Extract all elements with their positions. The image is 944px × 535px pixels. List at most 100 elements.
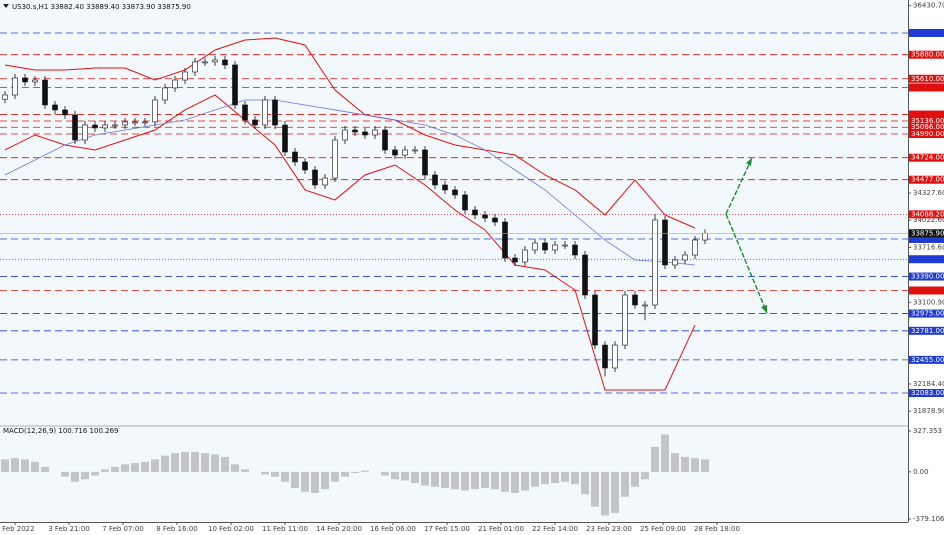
macd-tick-label: -379.106 — [913, 515, 944, 523]
level-label-box — [909, 309, 944, 318]
candle-body — [132, 121, 138, 124]
candle-body — [282, 124, 288, 153]
y-tick-label: 33716.60 — [913, 243, 944, 251]
level-label: 33390.00 — [911, 273, 944, 281]
candle-body — [32, 79, 38, 83]
level-label: 34990.00 — [911, 130, 944, 138]
x-tick-label: 14 Feb 20:00 — [316, 525, 362, 533]
level-label: 34724.00 — [911, 154, 944, 162]
candle-body — [502, 221, 508, 259]
up-arrow — [725, 157, 753, 215]
x-tick-label: 10 Feb 02:00 — [208, 525, 254, 533]
y-tick-label: 34327.60 — [913, 189, 944, 197]
candle-body — [572, 244, 578, 256]
candle-body — [272, 99, 278, 126]
level-label-box — [909, 355, 944, 364]
candle-body — [152, 99, 158, 123]
candle-body — [202, 61, 208, 64]
up-arrowhead — [746, 158, 752, 166]
candle-body — [522, 249, 528, 263]
candle-body — [452, 189, 458, 196]
level-label: 35610.00 — [911, 75, 944, 83]
level-label-box — [909, 326, 944, 335]
candle-body — [632, 294, 638, 306]
candle-body — [82, 124, 88, 141]
candle-body — [382, 129, 388, 151]
x-tick-label: 25 Feb 09:00 — [640, 525, 686, 533]
candle-body — [192, 61, 198, 73]
x-tick-label: 16 Feb 06:00 — [370, 525, 416, 533]
candle-body — [252, 119, 258, 126]
level-label-box — [909, 110, 944, 119]
candle-body — [302, 161, 308, 171]
level-label-box — [909, 50, 944, 59]
macd-tick-label: 327.353 — [913, 427, 942, 435]
candle-body — [602, 344, 608, 369]
candle-body — [62, 109, 68, 116]
candle-body — [162, 87, 168, 101]
level-label-box — [909, 28, 944, 37]
candle-body — [232, 64, 238, 106]
y-tick-label: 31878.90 — [913, 407, 944, 415]
candle-body — [592, 294, 598, 346]
candle-body — [352, 129, 358, 133]
down-arrowhead — [761, 305, 767, 313]
down-arrow — [725, 213, 768, 314]
level-label: 35066.00 — [911, 123, 944, 131]
candle-body — [422, 149, 428, 176]
candle-body — [182, 71, 188, 81]
level-label-box — [909, 74, 944, 83]
level-label: 32975.00 — [911, 310, 944, 318]
candle-body — [222, 59, 228, 66]
main-panel — [0, 0, 908, 425]
level-label: 34088.20 — [911, 210, 944, 218]
candle-body — [292, 151, 298, 163]
x-tick-label: 8 Feb 16:00 — [156, 525, 197, 533]
last-price-label: 33875.90 — [911, 229, 944, 237]
candle-body — [552, 244, 558, 251]
chart-title: US30.s,H1 33882.40 33889.40 33873.90 338… — [12, 3, 191, 11]
candle-body — [482, 214, 488, 219]
candle-body — [262, 99, 268, 126]
level-label-box — [909, 123, 944, 132]
level-label-box — [909, 286, 944, 295]
candle-body — [242, 104, 248, 121]
x-tick-label: 28 Feb 18:00 — [694, 525, 740, 533]
level-label-box — [909, 210, 944, 219]
candle-body — [92, 124, 98, 129]
level-label-box — [909, 255, 944, 264]
x-tick-label: 23 Feb 23:00 — [586, 525, 632, 533]
level-label-box — [909, 130, 944, 139]
candle-body — [312, 169, 318, 186]
candle-body — [652, 219, 658, 306]
level-label: 34477.00 — [911, 176, 944, 184]
level-label-box — [909, 175, 944, 184]
candle-body — [412, 149, 418, 152]
candle-body — [122, 121, 128, 126]
y-tick-label: 34022.60 — [913, 216, 944, 224]
level-label: 32083.00 — [911, 389, 944, 397]
candle-body — [52, 104, 58, 111]
candle-body — [682, 254, 688, 261]
candle-body — [442, 184, 448, 191]
candle-body — [492, 217, 498, 223]
y-tick-label: 32184.40 — [913, 380, 944, 388]
candle-body — [542, 242, 548, 251]
moving-average — [4, 99, 696, 266]
candle-body — [462, 194, 468, 211]
candle-body — [662, 219, 668, 266]
x-tick-label: 17 Feb 15:00 — [424, 525, 470, 533]
candle-body — [642, 304, 648, 307]
candle-body — [72, 114, 78, 141]
x-tick-label: 21 Feb 01:00 — [478, 525, 524, 533]
level-label: 35880.00 — [911, 51, 944, 59]
candle-body — [342, 129, 348, 141]
candle-body — [392, 149, 398, 156]
y-tick-label: 36430.70 — [913, 2, 944, 10]
upper-band — [4, 37, 696, 229]
level-label-box — [909, 116, 944, 125]
candle-body — [2, 94, 8, 100]
level-label-box — [909, 389, 944, 398]
x-tick-label: 22 Feb 14:00 — [532, 525, 578, 533]
